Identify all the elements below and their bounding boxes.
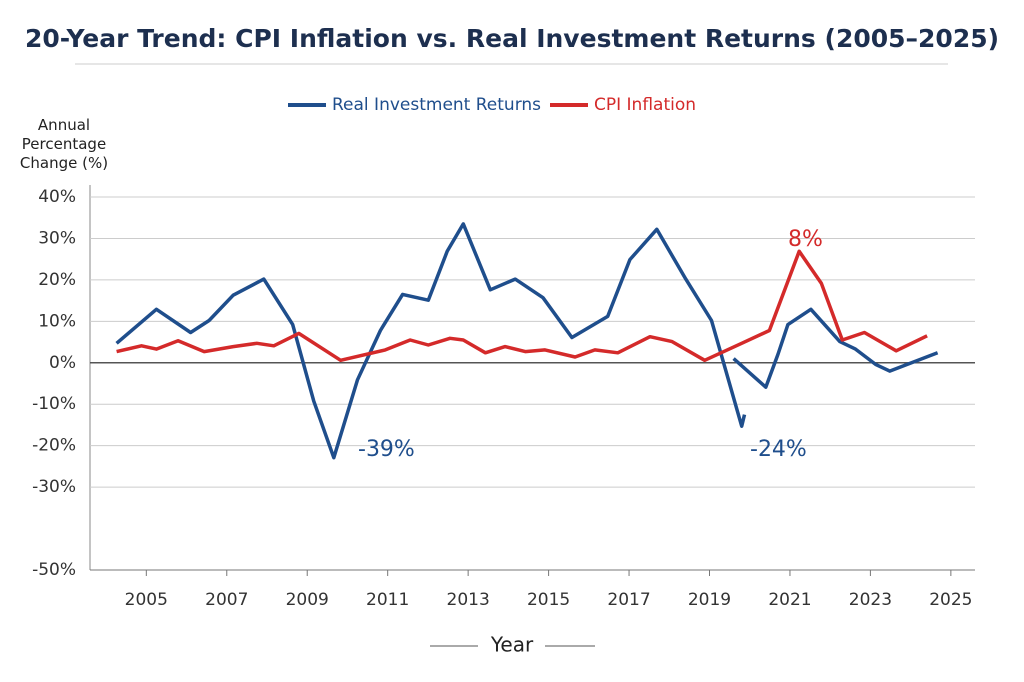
- y-tick-label: 30%: [38, 228, 76, 248]
- x-tick-label: 2025: [929, 590, 972, 610]
- x-tick-label: 2013: [447, 590, 490, 610]
- y-axis-title: Annual Percentage Change (%): [19, 116, 109, 172]
- x-tick-label: 2009: [286, 590, 329, 610]
- legend-label: Real Investment Returns: [332, 95, 541, 115]
- annotation: 8%: [788, 227, 823, 252]
- series-line: [732, 307, 939, 389]
- x-tick-label: 2005: [125, 590, 168, 610]
- y-tick-label: -10%: [32, 394, 76, 414]
- y-tick-label: 40%: [38, 187, 76, 207]
- x-tick-label: 2019: [688, 590, 731, 610]
- annotation: -39%: [358, 437, 415, 462]
- x-tick-label: 2023: [849, 590, 892, 610]
- x-tick-label: 2017: [607, 590, 650, 610]
- series-line: [116, 249, 928, 363]
- chart-title: 20-Year Trend: CPI Inflation vs. Real In…: [25, 24, 999, 53]
- x-tick-label: 2007: [205, 590, 248, 610]
- y-tick-label: -30%: [32, 477, 76, 497]
- x-tick-label: 2021: [768, 590, 811, 610]
- y-tick-label: -20%: [32, 436, 76, 456]
- y-tick-label: -50%: [32, 560, 76, 580]
- x-tick-label: 2011: [366, 590, 409, 610]
- annotation: -24%: [750, 437, 807, 462]
- x-axis-title: Year: [490, 633, 534, 657]
- legend-label: CPI Inflation: [594, 95, 696, 115]
- y-tick-label: 10%: [38, 311, 76, 331]
- y-tick-label: 0%: [49, 353, 76, 373]
- series-line: [115, 222, 747, 460]
- y-tick-label: 20%: [38, 270, 76, 290]
- x-tick-label: 2015: [527, 590, 570, 610]
